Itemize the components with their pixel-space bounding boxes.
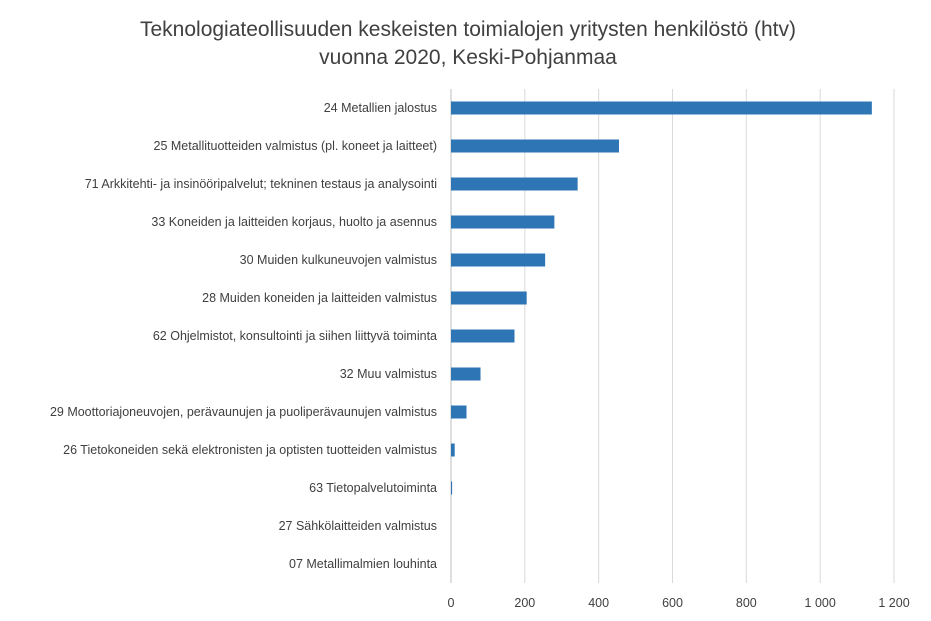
bar bbox=[451, 329, 515, 343]
category-label: 27 Sähkölaitteiden valmistus bbox=[279, 519, 437, 533]
bar bbox=[451, 177, 578, 191]
category-label: 24 Metallien jalostus bbox=[324, 101, 437, 115]
x-tick-label: 0 bbox=[448, 596, 455, 610]
category-label: 62 Ohjelmistot, konsultointi ja siihen l… bbox=[153, 329, 437, 343]
gridlines bbox=[450, 89, 895, 583]
bar bbox=[451, 405, 467, 419]
category-label: 07 Metallimalmien louhinta bbox=[289, 557, 437, 571]
bar bbox=[451, 139, 619, 153]
chart-subtitle: vuonna 2020, Keski-Pohjanmaa bbox=[319, 46, 617, 69]
bar bbox=[451, 443, 455, 457]
x-axis-ticks: 0 200 400 600 800 1 000 1 200 bbox=[448, 596, 910, 610]
bar bbox=[451, 253, 546, 267]
category-label: 26 Tietokoneiden sekä elektronisten ja o… bbox=[63, 443, 437, 457]
bar bbox=[451, 215, 555, 229]
category-labels: 24 Metallien jalostus 25 Metallituotteide… bbox=[50, 101, 437, 571]
x-tick-label: 600 bbox=[662, 596, 683, 610]
bar bbox=[451, 481, 453, 495]
category-label: 71 Arkkitehti- ja insinööripalvelut; tek… bbox=[85, 177, 437, 191]
category-label: 25 Metallituotteiden valmistus (pl. kone… bbox=[154, 139, 437, 153]
category-label: 28 Muiden koneiden ja laitteiden valmist… bbox=[202, 291, 437, 305]
category-label: 33 Koneiden ja laitteiden korjaus, huolt… bbox=[151, 215, 437, 229]
bar bbox=[451, 291, 527, 305]
category-label: 29 Moottoriajoneuvojen, perävaunujen ja … bbox=[50, 405, 437, 419]
category-label: 32 Muu valmistus bbox=[340, 367, 437, 381]
x-tick-label: 400 bbox=[588, 596, 609, 610]
chart-title: Teknologiateollisuuden keskeisten toimia… bbox=[140, 18, 796, 41]
category-label: 30 Muiden kulkuneuvojen valmistus bbox=[240, 253, 437, 267]
x-tick-label: 1 000 bbox=[805, 596, 836, 610]
bar bbox=[451, 367, 481, 381]
x-tick-label: 800 bbox=[736, 596, 757, 610]
category-label: 63 Tietopalvelutoiminta bbox=[309, 481, 437, 495]
bar bbox=[451, 101, 872, 115]
x-tick-label: 1 200 bbox=[878, 596, 909, 610]
x-tick-label: 200 bbox=[514, 596, 535, 610]
bars bbox=[451, 101, 872, 495]
